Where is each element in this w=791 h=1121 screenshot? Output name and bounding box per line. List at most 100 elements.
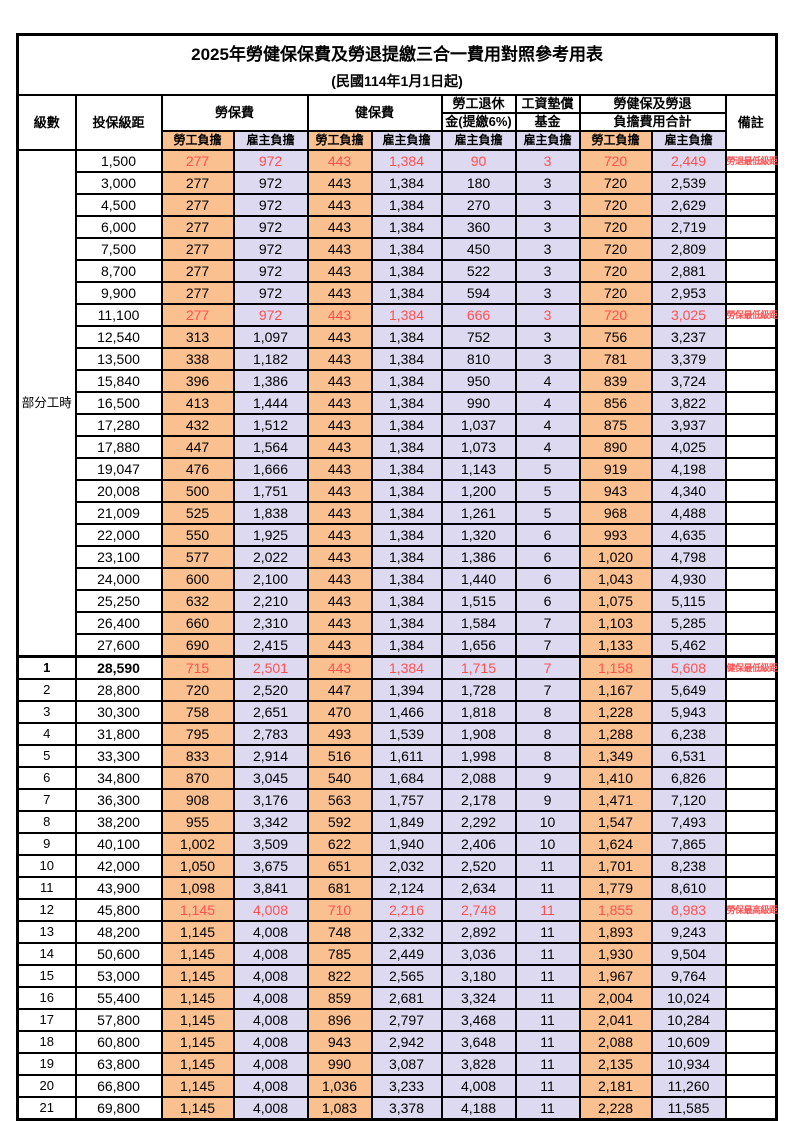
- table-row: 15,840 396 1,386 443 1,384 950 4 839 3,724: [18, 369, 778, 393]
- value-cell: 1,037: [440, 413, 517, 437]
- note-cell: [724, 193, 778, 217]
- value-cell: 443: [306, 171, 373, 195]
- value-cell: 2,100: [232, 567, 309, 591]
- value-cell: 3,045: [232, 766, 309, 790]
- value-cell: 896: [306, 1008, 373, 1032]
- value-cell: 1,466: [370, 700, 443, 724]
- bracket-cell: 28,590: [74, 655, 163, 680]
- value-cell: 1,384: [370, 523, 443, 547]
- value-cell: 7: [514, 633, 581, 658]
- value-cell: 11: [514, 898, 581, 922]
- table-row: 11 43,900 1,098 3,841 681 2,124 2,634 11 1,779 8,…: [16, 876, 778, 900]
- table-row: 9,900 277 972 443 1,384 594 3 720 2,953: [18, 281, 778, 305]
- value-cell: 8,610: [650, 876, 727, 900]
- value-cell: 4,008: [232, 964, 309, 988]
- value-cell: 1,779: [578, 876, 653, 900]
- value-cell: 1,103: [578, 611, 653, 635]
- value-cell: 3: [514, 281, 581, 305]
- value-cell: 3: [514, 149, 581, 173]
- note-cell: [724, 1096, 778, 1121]
- value-cell: 4,340: [650, 479, 727, 503]
- value-cell: 990: [440, 391, 517, 415]
- note-cell: [724, 347, 778, 371]
- value-cell: 6: [514, 523, 581, 547]
- value-cell: 476: [160, 457, 235, 481]
- value-cell: 3,087: [370, 1052, 443, 1076]
- value-cell: 2,748: [440, 898, 517, 922]
- value-cell: 2,181: [578, 1074, 653, 1098]
- table-row: 8 38,200 955 3,342 592 1,849 2,292 10 1,547 7,493: [16, 810, 778, 834]
- bracket-cell: 3,000: [74, 171, 163, 195]
- value-cell: 7: [514, 678, 581, 702]
- value-cell: 785: [306, 942, 373, 966]
- value-cell: 2,797: [370, 1008, 443, 1032]
- note-cell: [724, 215, 778, 239]
- value-cell: 1,751: [232, 479, 309, 503]
- value-cell: 1,145: [160, 1074, 235, 1098]
- value-cell: 1,036: [306, 1074, 373, 1098]
- note-cell: [724, 810, 778, 834]
- value-cell: 1,930: [578, 942, 653, 966]
- value-cell: 859: [306, 986, 373, 1010]
- value-cell: 1,849: [370, 810, 443, 834]
- subheader-pension-employer: 雇主負擔: [440, 130, 517, 151]
- value-cell: 720: [578, 259, 653, 283]
- value-cell: 1,182: [232, 347, 309, 371]
- bracket-cell: 36,300: [74, 788, 163, 812]
- value-cell: 540: [306, 766, 373, 790]
- value-cell: 1,320: [440, 523, 517, 547]
- page-subtitle: (民國114年1月1日起): [331, 73, 463, 89]
- bracket-cell: 69,800: [74, 1096, 163, 1121]
- value-cell: 443: [306, 325, 373, 349]
- table-body: 部分工時 1,500 277 972 443 1,384 90 3 720 2,449 勞退最低級距…: [16, 149, 778, 1121]
- col-header-pension-line2: 金(提繳6%): [440, 112, 517, 132]
- bracket-cell: 17,880: [74, 435, 163, 459]
- bracket-cell: 28,800: [74, 678, 163, 702]
- table-row: 7 36,300 908 3,176 563 1,757 2,178 9 1,471 7,120: [16, 788, 778, 812]
- value-cell: 5: [514, 479, 581, 503]
- value-cell: 1,701: [578, 854, 653, 878]
- value-cell: 839: [578, 369, 653, 393]
- table-row: 26,400 660 2,310 443 1,384 1,584 7 1,103 5,285: [18, 611, 778, 635]
- value-cell: 2,088: [440, 766, 517, 790]
- value-cell: 3,822: [650, 391, 727, 415]
- table-row: 9 40,100 1,002 3,509 622 1,940 2,406 10 1,624 7,8…: [16, 832, 778, 856]
- value-cell: 7,493: [650, 810, 727, 834]
- value-cell: 10,934: [650, 1052, 727, 1076]
- value-cell: 4,008: [232, 1096, 309, 1121]
- value-cell: 11: [514, 1052, 581, 1076]
- value-cell: 1,083: [306, 1096, 373, 1121]
- value-cell: 3,509: [232, 832, 309, 856]
- value-cell: 2,520: [440, 854, 517, 878]
- value-cell: 1,158: [578, 655, 653, 680]
- level-cell: 10: [16, 854, 77, 878]
- table-header: 2025年勞健保保費及勞退提繳三合一費用對照參考用表 (民國114年1月1日起)…: [16, 33, 778, 151]
- value-cell: 1,384: [370, 149, 443, 173]
- value-cell: 9,764: [650, 964, 727, 988]
- value-cell: 2,881: [650, 259, 727, 283]
- value-cell: 1,145: [160, 1030, 235, 1054]
- value-cell: 2,032: [370, 854, 443, 878]
- level-cell: 20: [16, 1074, 77, 1098]
- value-cell: 1,539: [370, 722, 443, 746]
- value-cell: 7: [514, 655, 581, 680]
- bracket-cell: 30,300: [74, 700, 163, 724]
- note-cell: 勞保最高級距: [724, 898, 778, 922]
- col-header-health-insurance: 健保費: [306, 94, 443, 132]
- value-cell: 2,501: [232, 655, 309, 680]
- value-cell: 11: [514, 1008, 581, 1032]
- note-cell: [724, 700, 778, 724]
- table-row: 23,100 577 2,022 443 1,384 1,386 6 1,020 4,798: [18, 545, 778, 569]
- bracket-cell: 23,100: [74, 545, 163, 569]
- value-cell: 1,908: [440, 722, 517, 746]
- part-time-group-cell: 部分工時: [16, 149, 77, 658]
- value-cell: 1,167: [578, 678, 653, 702]
- value-cell: 7,865: [650, 832, 727, 856]
- value-cell: 9,504: [650, 942, 727, 966]
- value-cell: 443: [306, 655, 373, 680]
- subheader-health-employee: 勞工負擔: [306, 130, 373, 151]
- value-cell: 500: [160, 479, 235, 503]
- value-cell: 3: [514, 325, 581, 349]
- value-cell: 943: [306, 1030, 373, 1054]
- value-cell: 1,145: [160, 920, 235, 944]
